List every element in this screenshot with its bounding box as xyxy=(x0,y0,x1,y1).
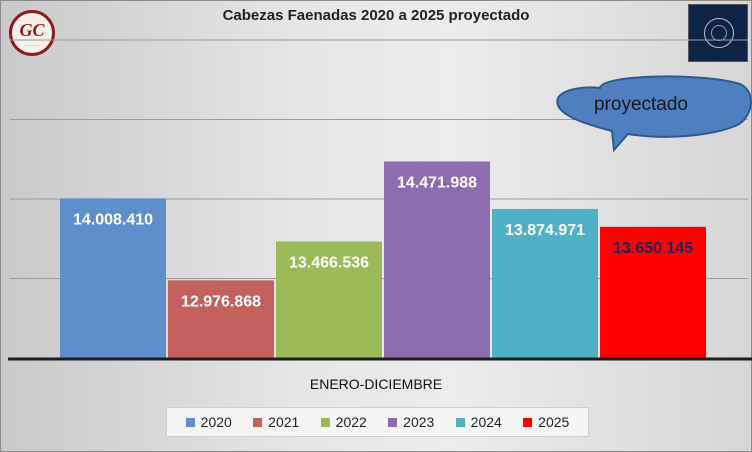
legend-label: 2022 xyxy=(335,414,367,430)
legend-swatch xyxy=(185,417,195,427)
legend-item-2021: 2021 xyxy=(253,414,299,430)
legend: 2020 2021 2022 2023 2024 2025 xyxy=(166,407,589,437)
legend-label: 2023 xyxy=(403,414,435,430)
legend-item-2022: 2022 xyxy=(320,414,367,430)
gc-logo: GC · · · · · · xyxy=(9,10,55,56)
bar-2024 xyxy=(492,208,598,358)
legend-item-2023: 2023 xyxy=(388,414,434,430)
legend-swatch xyxy=(523,417,533,427)
data-label-2023: 14.471.988 xyxy=(397,174,477,191)
gc-logo-text: GC xyxy=(19,20,45,40)
x-axis-label: ENERO-DICIEMBRE xyxy=(309,376,443,392)
callout-label: proyectado xyxy=(593,94,688,115)
legend-item-2020: 2020 xyxy=(185,414,232,430)
legend-swatch xyxy=(455,417,465,427)
data-label-2024: 13.874.971 xyxy=(505,222,585,239)
callout-shape xyxy=(556,75,752,153)
legend-label: 2021 xyxy=(268,414,300,430)
bar-2021 xyxy=(168,280,274,358)
gc-logo-subtext: · · · · · · xyxy=(23,43,41,49)
data-label-2020: 14.008.410 xyxy=(73,211,153,228)
bar-2020 xyxy=(60,198,166,358)
legend-swatch xyxy=(388,417,398,427)
legend-item-2025: 2025 xyxy=(523,414,569,430)
legend-swatch xyxy=(320,417,330,427)
legend-label: 2025 xyxy=(538,414,570,430)
legend-label: 2020 xyxy=(200,414,232,430)
data-label-2022: 13.466.536 xyxy=(289,254,369,271)
institution-seal-logo xyxy=(688,4,748,62)
bar-2022 xyxy=(276,241,382,358)
data-label-2021: 12.976.868 xyxy=(181,293,261,310)
bar-2023 xyxy=(384,161,490,358)
seal-ring xyxy=(704,18,734,48)
legend-label: 2024 xyxy=(470,414,502,430)
chart-title: Cabezas Faenadas 2020 a 2025 proyectado xyxy=(222,7,530,24)
data-label-2025: 13.650.145 xyxy=(613,240,693,257)
legend-item-2024: 2024 xyxy=(455,414,502,430)
legend-swatch xyxy=(253,417,263,427)
bar-2025 xyxy=(600,226,706,358)
